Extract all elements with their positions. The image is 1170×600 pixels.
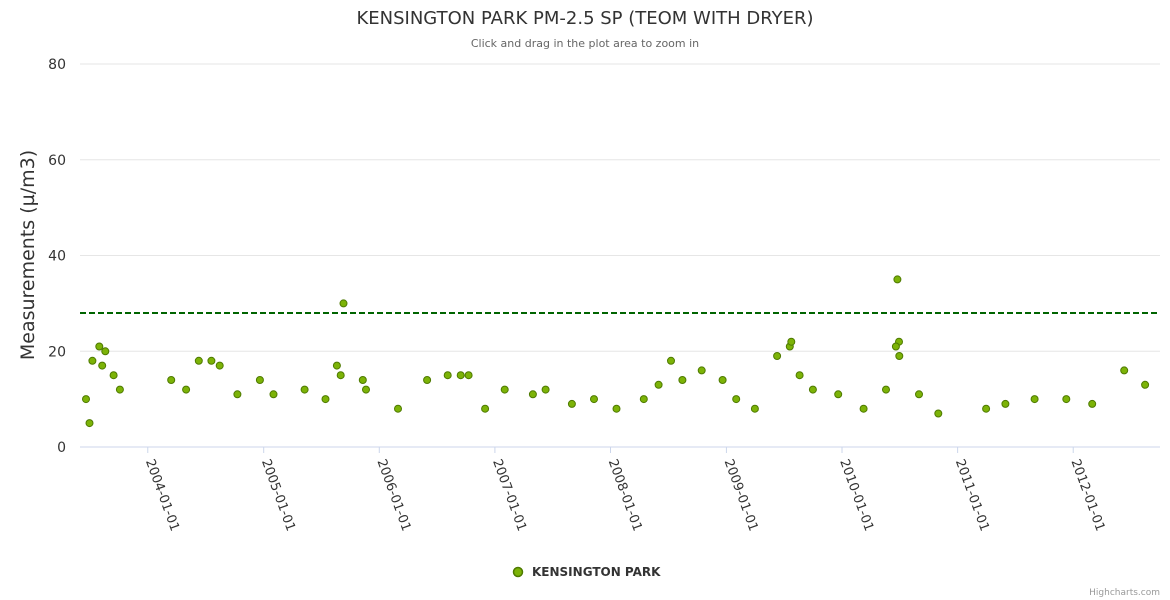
data-point-56[interactable] [934,409,943,418]
data-point-59[interactable] [1030,395,1039,404]
data-point-11[interactable] [215,361,224,370]
data-point-30[interactable] [528,390,537,399]
data-point-46[interactable] [795,371,804,380]
data-point-21[interactable] [358,376,367,384]
data-point-54[interactable] [895,352,904,360]
legend[interactable]: KENSINGTON PARK [512,565,662,579]
data-point-53[interactable] [891,342,900,351]
data-point-38[interactable] [678,376,687,384]
data-point-3[interactable] [109,371,118,380]
data-point-35[interactable] [639,395,648,404]
data-point-34[interactable] [612,404,621,413]
data-point-32[interactable] [567,399,576,408]
data-point-58[interactable] [1001,399,1010,408]
data-point-51[interactable] [893,275,902,284]
data-point-47[interactable] [808,385,817,394]
data-point-16[interactable] [300,385,309,394]
data-point-12[interactable] [167,376,176,384]
data-point-50[interactable] [882,385,890,394]
data-point-14[interactable] [255,376,264,384]
data-point-39[interactable] [697,366,706,375]
data-point-0[interactable] [95,342,104,351]
y-tick-label-2: 40 [48,249,66,265]
data-point-8[interactable] [182,385,191,394]
y-axis-label: Measurements (µ/m3) [17,150,39,360]
data-point-6[interactable] [98,361,107,370]
y-tick-label-3: 60 [48,153,66,169]
data-point-24[interactable] [423,376,432,384]
data-point-63[interactable] [1141,380,1150,389]
data-point-60[interactable] [1062,395,1071,404]
data-point-41[interactable] [732,395,741,404]
data-point-17[interactable] [321,395,330,404]
legend-marker-icon[interactable] [512,566,524,578]
data-point-43[interactable] [773,352,782,360]
data-point-5[interactable] [85,419,94,428]
data-point-31[interactable] [541,385,550,394]
y-tick-label-4: 80 [48,57,66,73]
chart-title: KENSINGTON PARK PM-2.5 SP (TEOM WITH DRY… [356,8,813,29]
data-point-42[interactable] [750,404,759,413]
data-point-49[interactable] [859,404,868,413]
data-point-13[interactable] [233,390,242,399]
data-point-27[interactable] [464,371,473,380]
data-point-37[interactable] [667,356,675,365]
data-point-29[interactable] [500,385,509,394]
y-axis-ticks: 0 20 40 60 80 [48,57,66,456]
data-point-23[interactable] [394,404,402,413]
data-point-4[interactable] [82,395,90,404]
legend-item-kensington-park[interactable]: KENSINGTON PARK [532,565,661,579]
data-point-25[interactable] [443,371,452,380]
credits-link[interactable]: Highcharts.com [1089,588,1160,598]
data-point-19[interactable] [339,299,348,308]
y-tick-label-1: 20 [48,344,66,360]
data-point-10[interactable] [207,356,216,365]
data-point-40[interactable] [718,376,727,384]
data-point-15[interactable] [269,390,278,399]
data-point-1[interactable] [101,347,110,356]
grid-lines [80,63,1160,352]
data-point-57[interactable] [982,404,991,413]
data-point-48[interactable] [834,390,843,399]
data-point-18[interactable] [332,361,341,370]
data-point-28[interactable] [481,404,490,413]
data-point-20[interactable] [336,371,345,380]
data-point-9[interactable] [194,356,203,365]
data-point-62[interactable] [1120,366,1129,375]
data-point-55[interactable] [915,390,923,399]
series-kensington-park[interactable] [82,275,1150,428]
data-point-36[interactable] [654,380,663,389]
data-point-45[interactable] [787,337,796,346]
y-tick-label-0: 0 [57,440,66,456]
data-point-2[interactable] [88,356,97,365]
data-point-26[interactable] [456,371,465,380]
data-point-7[interactable] [115,385,124,394]
data-point-61[interactable] [1088,399,1097,408]
chart-subtitle: Click and drag in the plot area to zoom … [471,37,699,50]
data-point-22[interactable] [362,385,370,394]
data-point-33[interactable] [590,395,598,404]
